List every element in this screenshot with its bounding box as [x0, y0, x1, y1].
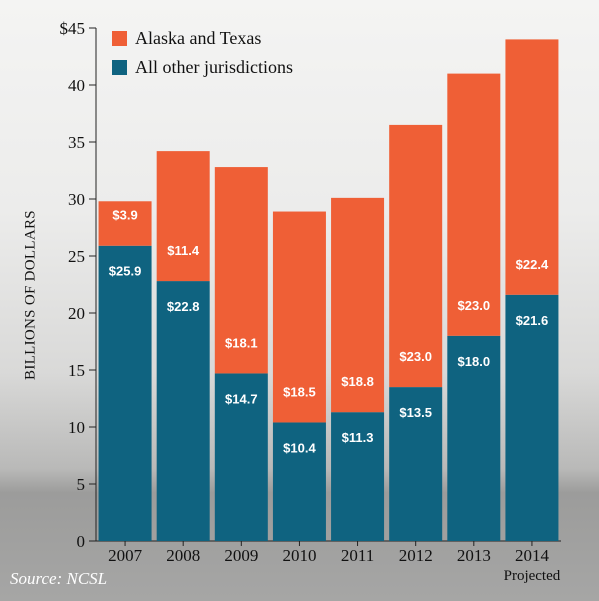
x-tick-label: 2009: [224, 546, 258, 565]
bar-other-jurisdictions: [331, 412, 385, 541]
bar-other-jurisdictions: [156, 281, 210, 541]
data-label-alaska-texas: $23.0: [458, 298, 491, 313]
x-tick-label: 2014: [515, 546, 550, 565]
y-tick-label: 35: [68, 133, 85, 152]
bar-other-jurisdictions: [272, 422, 326, 541]
data-label-alaska-texas: $18.8: [341, 374, 374, 389]
bar-alaska-texas: [156, 151, 210, 282]
x-tick-label: 2011: [341, 546, 374, 565]
data-label-alaska-texas: $18.5: [283, 384, 316, 399]
data-label-other: $21.6: [516, 313, 549, 328]
y-tick-label: $45: [60, 19, 86, 38]
x-tick-sublabel: Projected: [504, 568, 561, 584]
bar-other-jurisdictions: [389, 387, 443, 541]
bar-alaska-texas: [331, 197, 385, 413]
data-label-other: $10.4: [283, 440, 316, 455]
bar-alaska-texas: [272, 211, 326, 423]
data-label-alaska-texas: $23.0: [399, 349, 432, 364]
x-tick-label: 2013: [457, 546, 491, 565]
x-tick-label: 2010: [282, 546, 316, 565]
bar-alaska-texas: [98, 201, 152, 246]
y-tick-label: 25: [68, 247, 85, 266]
bar-other-jurisdictions: [447, 335, 501, 541]
bar-alaska-texas: [389, 124, 443, 388]
legend-label: All other jurisdictions: [135, 57, 293, 77]
bar-other-jurisdictions: [505, 294, 559, 541]
data-label-other: $22.8: [167, 299, 200, 314]
x-tick-label: 2007: [108, 546, 143, 565]
x-tick-label: 2012: [399, 546, 433, 565]
legend-swatch: [112, 60, 127, 75]
data-label-other: $13.5: [399, 405, 432, 420]
bar-alaska-texas: [447, 73, 501, 336]
source-note: Source: NCSL: [10, 569, 108, 588]
y-tick-label: 5: [77, 475, 86, 494]
data-label-alaska-texas: $11.4: [167, 243, 200, 258]
bar-alaska-texas: [214, 167, 268, 374]
legend-swatch: [112, 31, 127, 46]
bar-alaska-texas: [505, 39, 559, 295]
x-tick-label: 2008: [166, 546, 200, 565]
data-label-alaska-texas: $3.9: [112, 208, 137, 223]
y-tick-label: 15: [68, 361, 85, 380]
bar-other-jurisdictions: [98, 245, 152, 542]
y-tick-label: 10: [68, 418, 85, 437]
y-tick-label: 30: [68, 190, 85, 209]
y-tick-label: 0: [77, 532, 86, 551]
data-label-other: $11.3: [342, 430, 374, 445]
legend-label: Alaska and Texas: [135, 28, 261, 48]
data-label-alaska-texas: $22.4: [516, 257, 549, 272]
bar-other-jurisdictions: [214, 373, 268, 541]
data-label-other: $18.0: [458, 354, 491, 369]
data-label-alaska-texas: $18.1: [225, 335, 258, 350]
y-axis-label: BILLIONS OF DOLLARS: [22, 210, 39, 380]
y-tick-label: 20: [68, 304, 85, 323]
data-label-other: $14.7: [225, 391, 258, 406]
y-tick-label: 40: [68, 76, 85, 95]
data-label-other: $25.9: [109, 264, 142, 279]
